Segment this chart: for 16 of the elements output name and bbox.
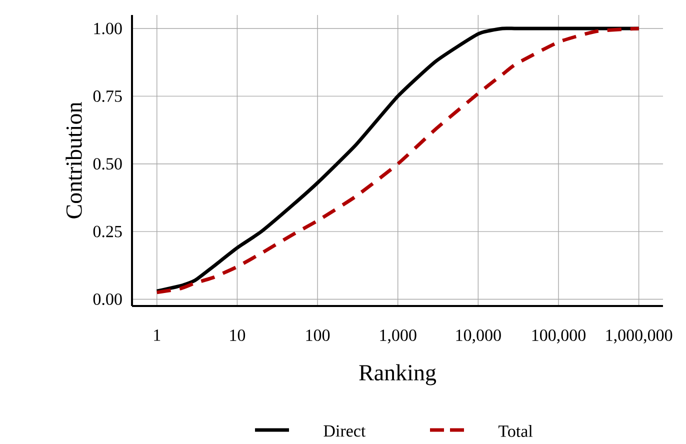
x-tick-label: 1 xyxy=(154,330,160,341)
y-axis-title: Contribution xyxy=(66,102,82,218)
y-tick-label: 0.75 xyxy=(93,90,122,102)
y-tick-label: 1.00 xyxy=(94,22,122,34)
x-tick-label: 10 xyxy=(230,330,246,341)
x-tick-label: 1,000 xyxy=(380,330,416,344)
legend-label: Direct xyxy=(324,425,366,437)
x-tick-label: 10,000 xyxy=(456,330,501,344)
legend-label: Total xyxy=(498,425,533,437)
x-axis-title: Ranking xyxy=(359,364,436,386)
y-tick-label: 0.25 xyxy=(93,226,122,238)
x-tick-label: 100,000 xyxy=(532,330,586,344)
x-tick-label: 1,000,000 xyxy=(606,330,672,344)
x-tick-label: 100 xyxy=(306,330,330,341)
y-tick-label: 0.50 xyxy=(93,158,122,170)
y-tick-label: 0.00 xyxy=(93,293,122,305)
